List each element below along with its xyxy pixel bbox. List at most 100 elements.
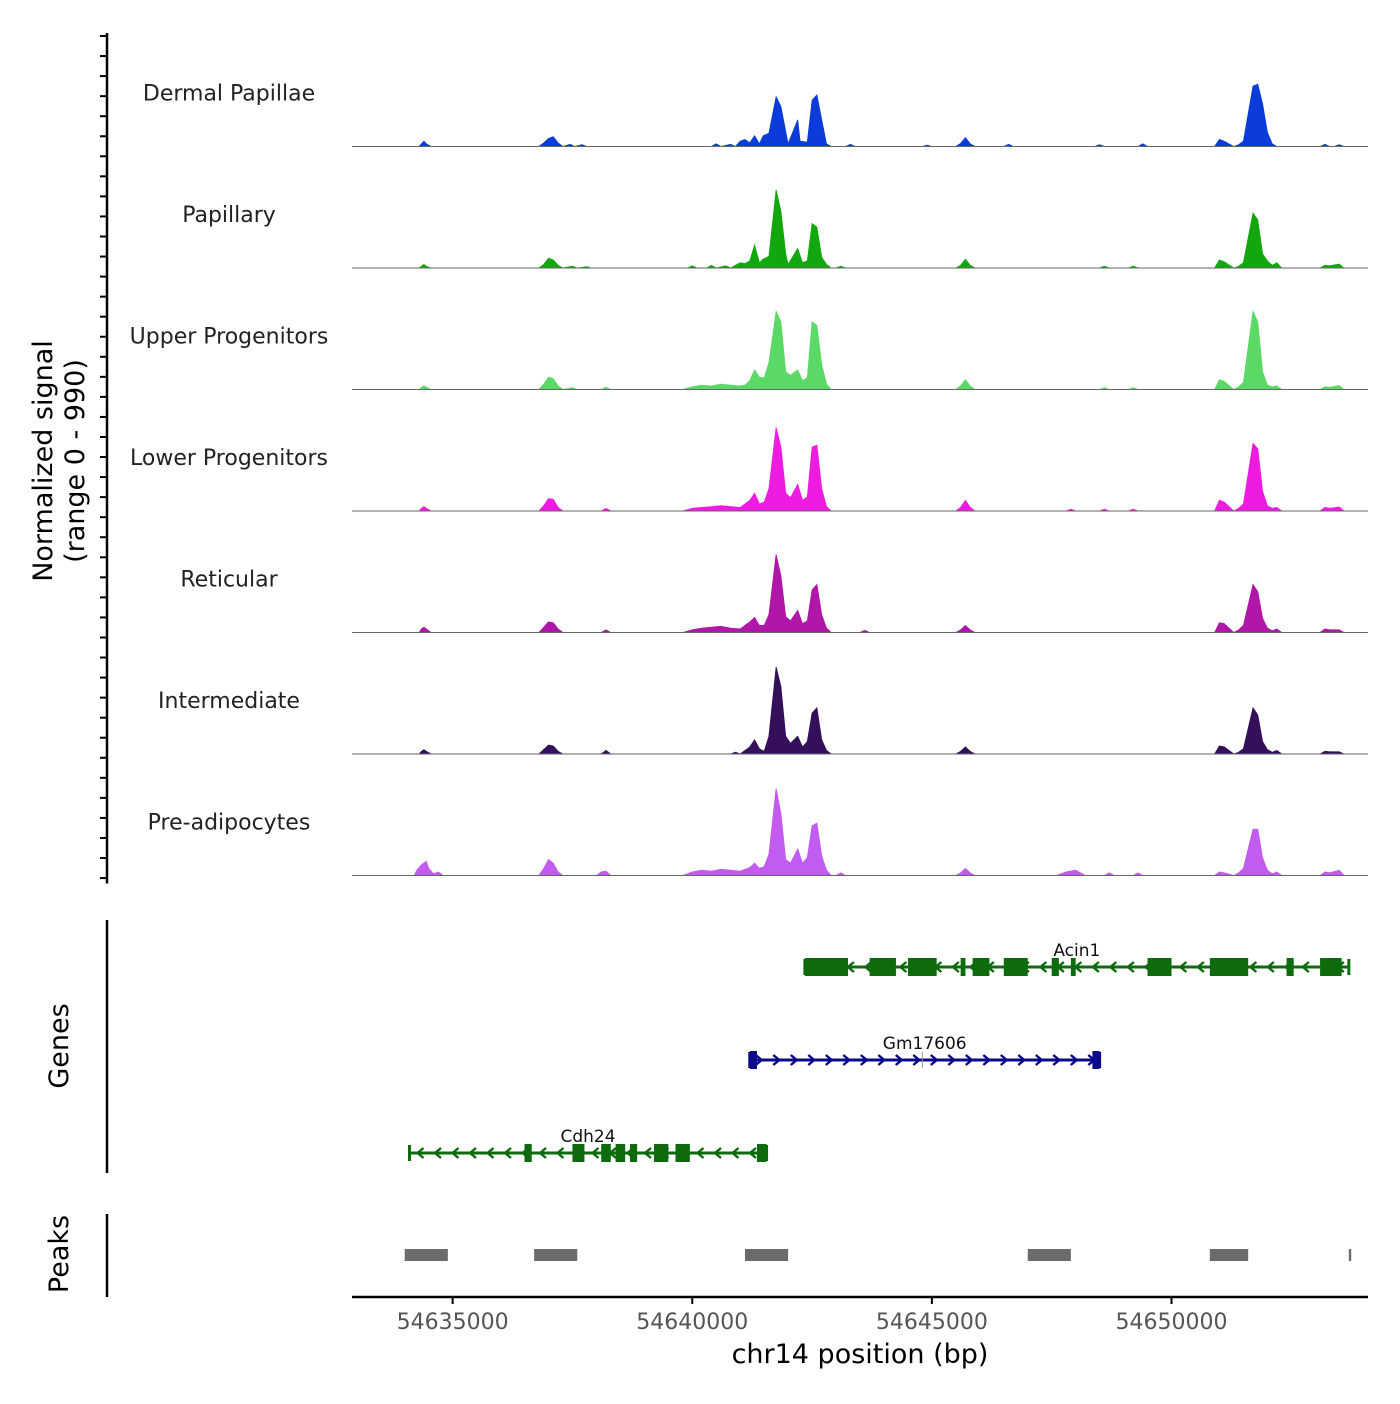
- track-label: Upper Progenitors: [130, 325, 329, 350]
- strand-arrow: [1091, 961, 1100, 973]
- signal-tracks: Dermal Papillae Papillary Upper Progenitor…: [130, 82, 1368, 876]
- exon: [1092, 1051, 1100, 1069]
- strand-arrow: [468, 1147, 477, 1159]
- exon: [749, 1051, 757, 1069]
- strand-arrow: [1178, 961, 1188, 973]
- strand-arrow: [982, 1054, 992, 1066]
- strand-arrow: [772, 1054, 782, 1066]
- gene-label: Cdh24: [560, 1127, 615, 1147]
- gene-label: Acin1: [1053, 941, 1100, 961]
- strand-arrow: [1108, 961, 1118, 973]
- exon: [601, 1144, 611, 1162]
- strand-arrow: [951, 961, 960, 973]
- coverage-area: [404, 427, 1349, 512]
- track-label: Dermal Papillae: [143, 82, 315, 107]
- strand-arrow: [755, 1054, 764, 1066]
- exon: [756, 1144, 767, 1162]
- coverage-area: [404, 309, 1349, 390]
- genes-axis-title: Genes: [44, 1003, 75, 1088]
- coverage-area: [404, 788, 1349, 876]
- track-label: Lower Progenitors: [130, 446, 328, 471]
- track-dermal-papillae: Dermal Papillae: [143, 82, 1368, 147]
- peak-region: [534, 1249, 578, 1261]
- strand-arrow: [965, 1054, 974, 1066]
- strand-arrow: [555, 1147, 565, 1159]
- strand-arrow: [450, 1147, 460, 1159]
- track-upper-progenitors: Upper Progenitors: [130, 309, 1368, 390]
- exon: [572, 1144, 585, 1162]
- exon: [615, 1144, 626, 1162]
- strand-arrow: [930, 1054, 939, 1066]
- exon: [1286, 958, 1294, 976]
- exon: [1003, 958, 1028, 976]
- track-label: Intermediate: [158, 689, 300, 714]
- strand-arrow: [947, 1054, 957, 1066]
- x-tick-label: 54645000: [876, 1310, 988, 1335]
- exon: [1320, 958, 1342, 976]
- strand-arrow: [912, 1054, 922, 1066]
- peaks-axis-title: Peaks: [44, 1215, 75, 1293]
- strand-arrow: [1196, 961, 1205, 973]
- strand-arrow: [713, 1147, 722, 1159]
- x-axis-title: chr14 position (bp): [732, 1339, 989, 1370]
- track-label: Papillary: [182, 203, 276, 228]
- exon: [1070, 958, 1076, 976]
- strand-arrow: [590, 1147, 600, 1159]
- strand-arrow: [1301, 961, 1310, 973]
- track-papillary: Papillary: [182, 189, 1368, 269]
- y-axis-title-line2: (range 0 - 990): [60, 359, 91, 563]
- strand-arrow: [825, 1054, 834, 1066]
- strand-arrow: [485, 1147, 495, 1159]
- coverage-area: [404, 83, 1349, 147]
- exon: [869, 958, 896, 976]
- x-tick-label: 54650000: [1116, 1310, 1228, 1335]
- strand-arrow: [1017, 1054, 1027, 1066]
- strand-arrow: [790, 1054, 799, 1066]
- exon: [629, 1144, 638, 1162]
- x-tick-label: 54640000: [636, 1310, 748, 1335]
- strand-arrow: [895, 1054, 904, 1066]
- strand-arrow: [807, 1054, 817, 1066]
- exon: [804, 958, 849, 976]
- strand-arrow: [415, 1147, 425, 1159]
- signal-axis: [100, 33, 109, 884]
- strand-arrow: [503, 1147, 512, 1159]
- gene-track: Acin1 Gm17606 Cdh24: [105, 920, 1351, 1173]
- exon: [907, 958, 937, 976]
- exon: [1209, 958, 1249, 976]
- y-axis-title-line1: Normalized signal: [28, 340, 59, 582]
- track-pre-adipocytes: Pre-adipocytes: [148, 788, 1368, 876]
- coverage-area: [404, 666, 1349, 755]
- track-lower-progenitors: Lower Progenitors: [130, 427, 1368, 512]
- exon: [960, 958, 966, 976]
- peak-region: [744, 1249, 789, 1261]
- track-reticular: Reticular: [180, 554, 1368, 633]
- x-axis: 54635000 54640000 54645000 54650000: [352, 1295, 1368, 1335]
- exon: [653, 1144, 669, 1162]
- strand-arrow: [538, 1147, 547, 1159]
- gene-gm17606: Gm17606: [748, 1034, 1102, 1069]
- gene-acin1: Acin1: [803, 941, 1351, 976]
- strand-arrow: [1038, 961, 1048, 973]
- gene-cdh24: Cdh24: [408, 1127, 769, 1162]
- strand-arrow: [433, 1147, 442, 1159]
- strand-arrow: [1000, 1054, 1009, 1066]
- strand-arrow: [860, 1054, 869, 1066]
- exon: [675, 1144, 690, 1162]
- strand-arrow: [842, 1054, 852, 1066]
- track-label: Reticular: [180, 568, 278, 593]
- peak-region: [1348, 1249, 1352, 1261]
- coverage-area: [404, 554, 1349, 633]
- gene-label: Gm17606: [883, 1034, 967, 1054]
- strand-arrow: [1126, 961, 1135, 973]
- peak-region: [1027, 1249, 1071, 1261]
- strand-arrow: [748, 1147, 757, 1159]
- peak-region: [404, 1249, 448, 1261]
- exon: [972, 958, 990, 976]
- strand-arrow: [1070, 1054, 1079, 1066]
- strand-arrow: [898, 961, 908, 973]
- strand-arrow: [1035, 1054, 1044, 1066]
- exon: [1147, 958, 1172, 976]
